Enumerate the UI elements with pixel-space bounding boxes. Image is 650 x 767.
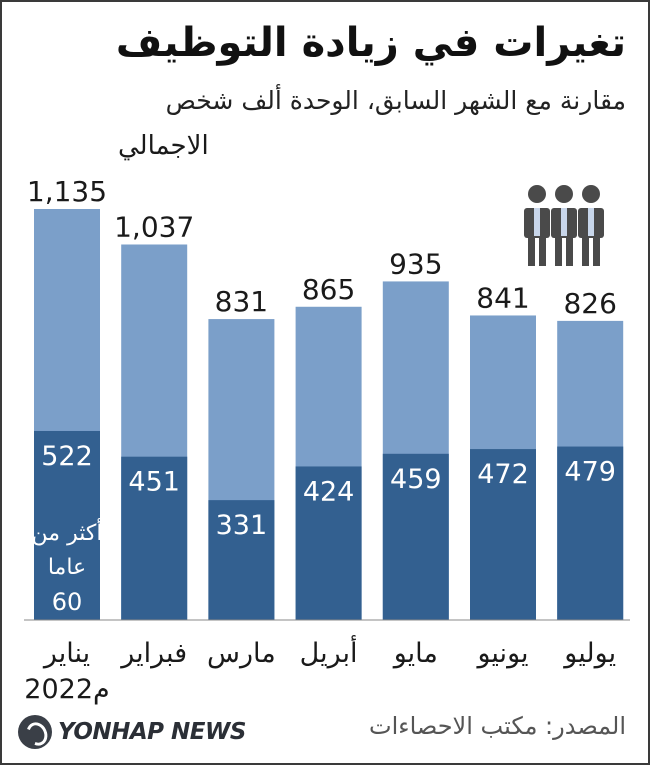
legend-long-term-label: 60 bbox=[52, 588, 83, 616]
bars-group: 1,135 522 يناير 1,037 451 فبراير 831 331 مارس 865… bbox=[24, 131, 624, 705]
long-term-value-label: 331 bbox=[216, 510, 268, 541]
month-label: مارس bbox=[207, 638, 276, 669]
yonhap-logo-icon bbox=[18, 715, 52, 749]
yonhap-logo-text: YONHAP NEWS bbox=[58, 719, 246, 745]
bar-long-term bbox=[208, 500, 275, 620]
month-label: يونيو bbox=[475, 638, 528, 669]
bar-long-term bbox=[557, 446, 624, 620]
month-label: مايو bbox=[392, 638, 438, 669]
total-value-label: 1,135 bbox=[27, 175, 107, 208]
legend-long-term-label: أكثر من bbox=[32, 518, 103, 546]
month-label: يوليو bbox=[562, 638, 616, 669]
long-term-value-label: 459 bbox=[390, 464, 442, 495]
chart-title: تغيرات في زيادة التوظيف bbox=[115, 20, 626, 66]
bar-long-term bbox=[34, 430, 100, 620]
long-term-value-label: 451 bbox=[128, 467, 180, 498]
long-term-value-label: 479 bbox=[564, 457, 616, 488]
legend-total-label: الاجمالي bbox=[118, 131, 209, 161]
bar-long-term bbox=[382, 453, 449, 620]
bar-long-term bbox=[295, 466, 362, 620]
long-term-value-label: 424 bbox=[303, 476, 355, 507]
month-label: أبريل bbox=[300, 634, 358, 669]
total-value-label: 1,037 bbox=[114, 210, 194, 243]
total-value-label: 826 bbox=[563, 287, 616, 320]
long-term-value-label: 522 bbox=[41, 441, 93, 472]
total-value-label: 841 bbox=[476, 281, 529, 314]
total-value-label: 831 bbox=[215, 285, 268, 318]
year-label: 2022م bbox=[24, 674, 109, 705]
month-label: يناير bbox=[42, 638, 90, 669]
long-term-value-label: 472 bbox=[477, 459, 529, 490]
chart-subtitle: مقارنة مع الشهر السابق، الوحدة ألف شخص bbox=[165, 86, 626, 115]
bar-long-term bbox=[121, 456, 188, 620]
people-icon bbox=[524, 185, 604, 266]
total-value-label: 935 bbox=[389, 247, 442, 280]
yonhap-logo: YONHAP NEWS bbox=[18, 712, 246, 752]
source-note: المصدر: مكتب الاحصاءات bbox=[369, 712, 626, 740]
total-value-label: 865 bbox=[302, 273, 355, 306]
bar-long-term bbox=[470, 449, 536, 620]
legend-long-term-label: عاما bbox=[48, 555, 86, 580]
month-label: فبراير bbox=[119, 638, 187, 669]
